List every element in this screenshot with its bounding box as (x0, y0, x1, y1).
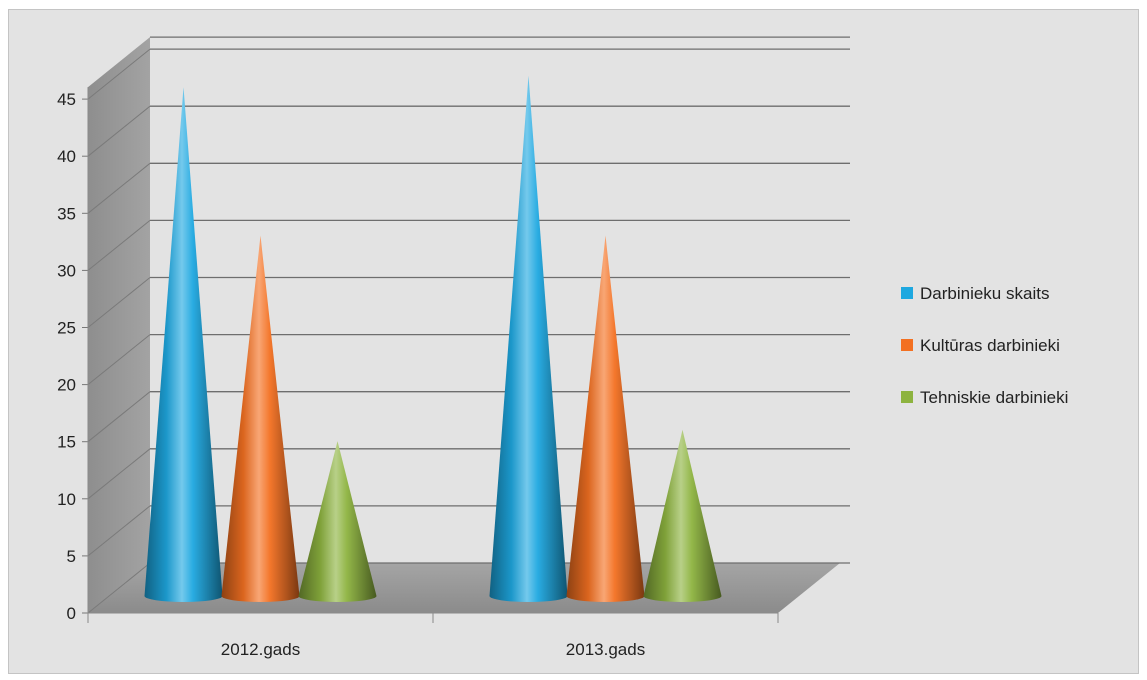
y-tick-label: 35 (57, 204, 76, 223)
side-gridline (87, 448, 151, 500)
legend-label: Darbinieku skaits (920, 284, 1049, 303)
y-tick-label: 25 (57, 319, 76, 338)
side-gridline (87, 334, 151, 385)
legend-swatch (901, 391, 913, 403)
legend-label: Tehniskie darbinieki (920, 388, 1068, 407)
side-gridline (87, 562, 151, 614)
y-tick-label: 15 (57, 433, 76, 452)
side-gridline (87, 162, 151, 214)
cone-2-2 (566, 235, 645, 602)
y-tick-label: 20 (57, 376, 76, 395)
side-wall (88, 37, 150, 614)
cone-3-2 (643, 429, 722, 602)
legend-swatch (901, 339, 913, 351)
cones (144, 75, 722, 603)
side-gridline (87, 505, 151, 557)
side-gridline (87, 48, 151, 100)
cone-3-1 (298, 441, 377, 602)
y-tick-label: 10 (57, 490, 76, 509)
side-gridline (87, 220, 151, 271)
y-axis: 0 5 10 15 20 25 30 35 40 45 (57, 87, 89, 623)
x-tick-label: 2012.gads (221, 640, 300, 659)
cone-1-1 (144, 87, 223, 603)
cone-1-2 (489, 75, 568, 603)
x-axis: 2012.gads 2013.gads (87, 612, 779, 659)
legend: Darbinieku skaits Kultūras darbinieki Tehn… (901, 284, 1068, 407)
side-gridline (87, 105, 151, 157)
y-tick-label: 0 (67, 604, 76, 623)
y-tick-label: 30 (57, 261, 76, 280)
side-gridline (87, 277, 151, 328)
x-tick-label: 2013.gads (566, 640, 645, 659)
cone-2-1 (221, 235, 300, 602)
legend-label: Kultūras darbinieki (920, 336, 1060, 355)
y-tick-label: 40 (57, 147, 76, 166)
y-tick-label: 45 (57, 90, 76, 109)
legend-swatch (901, 287, 913, 299)
side-gridline (87, 391, 151, 443)
y-tick-label: 5 (67, 547, 76, 566)
